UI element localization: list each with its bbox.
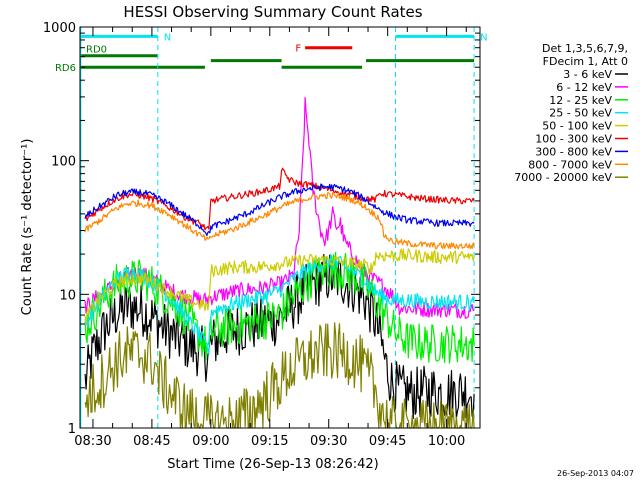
flag-label-n-0: N bbox=[164, 32, 171, 43]
flag-label-rd0-2: RD0 bbox=[86, 45, 107, 56]
plot-frame bbox=[79, 26, 481, 429]
legend-label-12-25-kev: 12 - 25 keV bbox=[549, 94, 612, 107]
legend: Det 1,3,5,6,7,9,FDecim 1, Att 03 - 6 keV… bbox=[514, 42, 628, 184]
legend-header-line-0: Det 1,3,5,6,7,9, bbox=[542, 42, 628, 55]
legend-label-50-100-kev: 50 - 100 keV bbox=[542, 120, 612, 133]
chart-title: HESSI Observing Summary Count Rates bbox=[123, 3, 422, 21]
x-tick-label-2: 09:00 bbox=[192, 434, 229, 449]
series-line-50-100-kev bbox=[84, 248, 475, 325]
series-line-25-50-kev bbox=[84, 253, 475, 355]
x-tick-label-5: 09:45 bbox=[369, 434, 406, 449]
x-tick-label-1: 08:45 bbox=[133, 434, 170, 449]
timestamp: 26-Sep-2013 04:07 bbox=[557, 469, 634, 478]
y-tick-label-3: 1000 bbox=[43, 21, 76, 36]
legend-label-7000-20000-kev: 7000 - 20000 keV bbox=[514, 171, 612, 184]
y-tick-label-1: 10 bbox=[59, 288, 76, 303]
vertical-lines-layer bbox=[80, 27, 475, 428]
flag-label-rd6-3: RD6 bbox=[55, 63, 76, 74]
series-line-800-7000-kev bbox=[84, 192, 475, 250]
x-tick-label-6: 10:00 bbox=[428, 434, 465, 449]
series-line-300-800-kev bbox=[84, 183, 475, 236]
y-tick-label-0: 1 bbox=[68, 422, 76, 437]
flag-label-n-1: N bbox=[480, 32, 487, 43]
x-axis-label: Start Time (26-Sep-13 08:26:42) bbox=[167, 457, 378, 472]
legend-label-3-6-kev: 3 - 6 keV bbox=[563, 68, 612, 81]
y-axis-label: Count Rate (s⁻¹ detector⁻¹) bbox=[20, 139, 35, 316]
legend-label-300-800-kev: 300 - 800 keV bbox=[535, 145, 612, 158]
series-line-100-300-kev bbox=[84, 167, 475, 231]
legend-header-line-1: FDecim 1, Att 0 bbox=[543, 55, 628, 68]
legend-label-25-50-kev: 25 - 50 keV bbox=[549, 107, 612, 120]
axis-ticks-layer: 1 10 100 1000 08:30 08:45 09:00 09:15 09:30 09:45… bbox=[43, 21, 480, 449]
x-tick-label-3: 09:15 bbox=[251, 434, 288, 449]
x-tick-label-0: 08:30 bbox=[74, 434, 111, 449]
legend-label-100-300-kev: 100 - 300 keV bbox=[535, 133, 612, 146]
series-layer bbox=[84, 96, 475, 429]
y-tick-label-2: 100 bbox=[51, 155, 76, 170]
legend-label-6-12-kev: 6 - 12 keV bbox=[556, 81, 612, 94]
legend-label-800-7000-kev: 800 - 7000 keV bbox=[528, 158, 612, 171]
x-tick-label-4: 09:30 bbox=[310, 434, 347, 449]
flag-label-f-7: F bbox=[295, 44, 301, 55]
flags-layer: N N RD0 RD6 F bbox=[55, 32, 488, 74]
